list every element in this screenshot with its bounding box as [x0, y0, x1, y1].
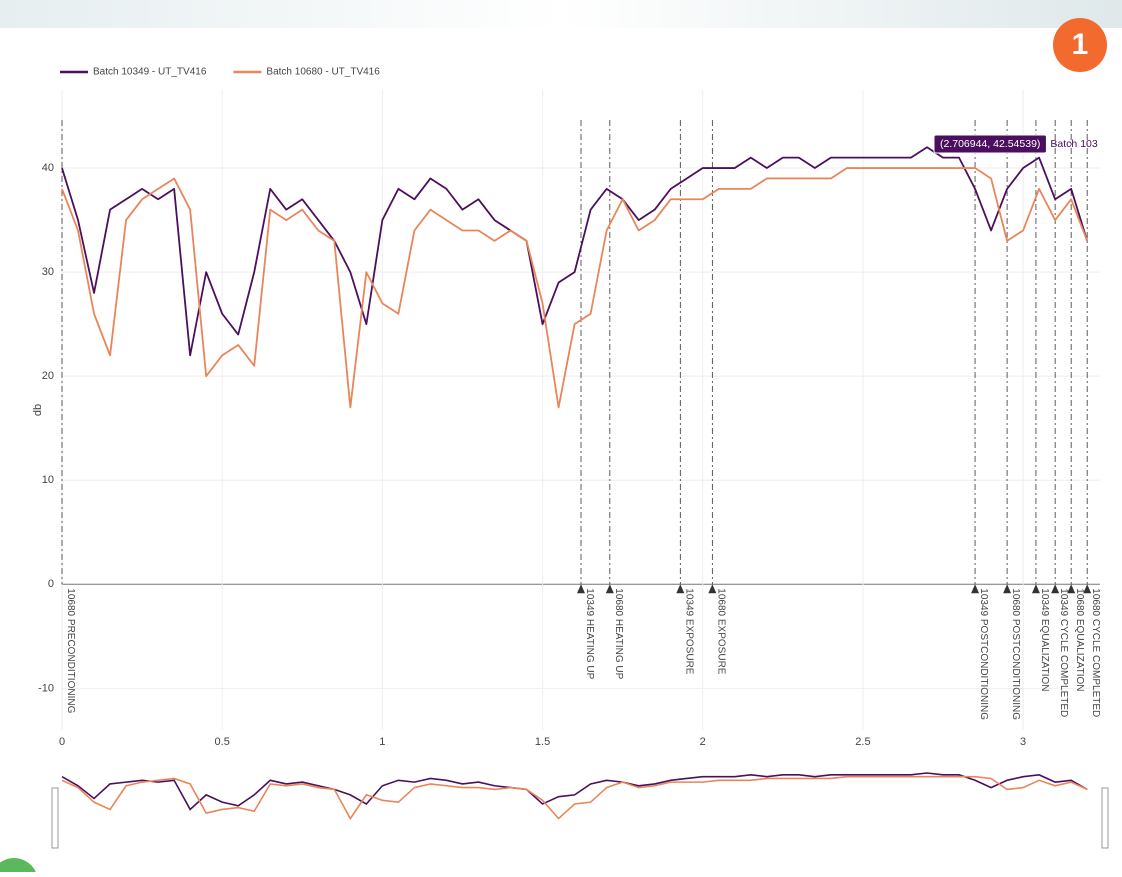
range-handle[interactable]	[1102, 788, 1108, 848]
plot-background	[0, 28, 1122, 872]
x-tick-label: 0.5	[215, 736, 230, 748]
annotation-label: 10680 HEATING UP	[613, 588, 624, 679]
annotation-label: 10680 EXPOSURE	[715, 588, 726, 674]
x-tick-label: 2	[700, 736, 706, 748]
hover-label-name: Batch 103	[1050, 138, 1097, 150]
y-tick-label: 40	[42, 162, 54, 174]
annotation-label: 10349 CYCLE COMPLETED	[1058, 588, 1069, 717]
range-handle[interactable]	[52, 788, 58, 848]
x-tick-label: 1.5	[535, 736, 550, 748]
annotation-label: 10349 EQUALIZATION	[1039, 588, 1050, 691]
annotation-label: 10349 EXPOSURE	[683, 588, 694, 674]
x-tick-label: 1	[379, 736, 385, 748]
x-tick-label: 3	[1020, 736, 1026, 748]
legend-label: Batch 10680 - UT_TV416	[266, 67, 380, 78]
page: 1 db -10 0 10 20 30 40 0 0.5 1 1.5 2 2.5 3 Batch 1034…	[0, 0, 1122, 872]
hover-label-text: (2.706944, 42.54539)	[940, 138, 1040, 150]
annotation-label: 10680 CYCLE COMPLETED	[1090, 588, 1101, 717]
legend-label: Batch 10349 - UT_TV416	[93, 67, 207, 78]
y-tick-label: 10	[42, 474, 54, 486]
y-tick-label: 30	[42, 266, 54, 278]
annotation-label: 10349 HEATING UP	[584, 588, 595, 679]
background-top	[0, 0, 1122, 30]
y-tick-label: 20	[42, 370, 54, 382]
y-tick-label: 0	[48, 578, 54, 590]
step-badge-text: 1	[1072, 28, 1089, 61]
x-tick-label: 0	[59, 736, 65, 748]
chart: 1 db -10 0 10 20 30 40 0 0.5 1 1.5 2 2.5 3 Batch 1034…	[0, 0, 1122, 872]
x-tick-label: 2.5	[855, 736, 870, 748]
annotation-label: 10349 POSTCONDITIONING	[978, 588, 989, 720]
annotation-label: 10680 EQUALIZATION	[1074, 588, 1085, 691]
y-tick-label: -10	[38, 682, 54, 694]
annotation-label: 10680 POSTCONDITIONING	[1010, 588, 1021, 720]
y-axis-label: db	[32, 404, 44, 416]
annotation-label: 10680 PRECONDITIONING	[65, 588, 76, 713]
